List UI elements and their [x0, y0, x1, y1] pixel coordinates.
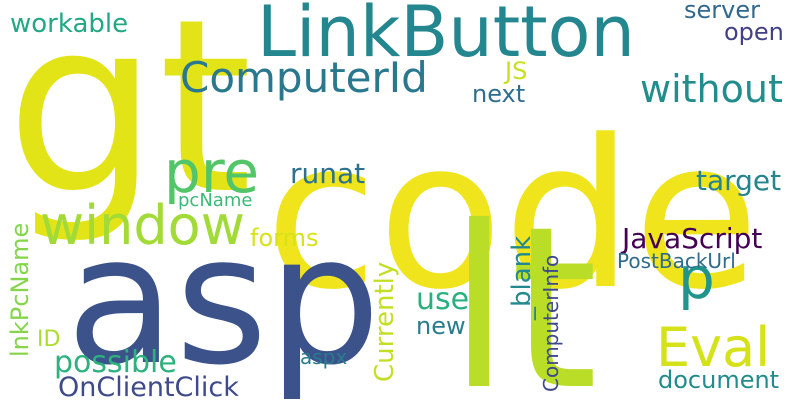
word-pcname: pcName — [178, 190, 252, 211]
word-document: document — [658, 366, 779, 394]
word-code: code — [265, 97, 759, 335]
word-server: server — [684, 0, 760, 24]
word-lnkpcname: lnkPcName — [6, 223, 34, 357]
word-new: new — [416, 312, 466, 340]
word-open: open — [724, 18, 784, 46]
word-lt: lt — [448, 178, 598, 400]
word-workable: workable — [10, 9, 128, 39]
word-id: ID — [37, 327, 60, 352]
word-javascript: JavaScript — [620, 222, 762, 255]
word-gt: gt — [6, 0, 252, 247]
word-eval: Eval — [656, 316, 770, 379]
word-without: without — [640, 67, 783, 111]
word-linkbutton: LinkButton — [257, 0, 635, 73]
word-possible: possible — [54, 345, 177, 380]
word-computerid: ComputerId — [180, 53, 428, 102]
word-aspx: aspx — [300, 345, 347, 369]
word-use: use — [416, 282, 469, 317]
word-window: window — [40, 194, 245, 257]
word-currently: Currently — [370, 262, 400, 382]
word-asp: asp — [66, 197, 381, 400]
word-runat: runat — [290, 157, 365, 190]
word-pre: pre — [164, 138, 259, 206]
word-target: target — [696, 164, 781, 197]
word-blank: _blank — [507, 236, 537, 321]
word-js: JS — [503, 57, 527, 85]
word-next: next — [472, 80, 525, 108]
word-computerinfo: ComputerInfo — [539, 255, 563, 392]
word-p: p — [678, 244, 715, 312]
word-forms: forms — [250, 224, 318, 252]
word-postbackurl: PostBackUrl — [617, 249, 736, 273]
word-onclientclick: OnClientClick — [58, 372, 239, 400]
